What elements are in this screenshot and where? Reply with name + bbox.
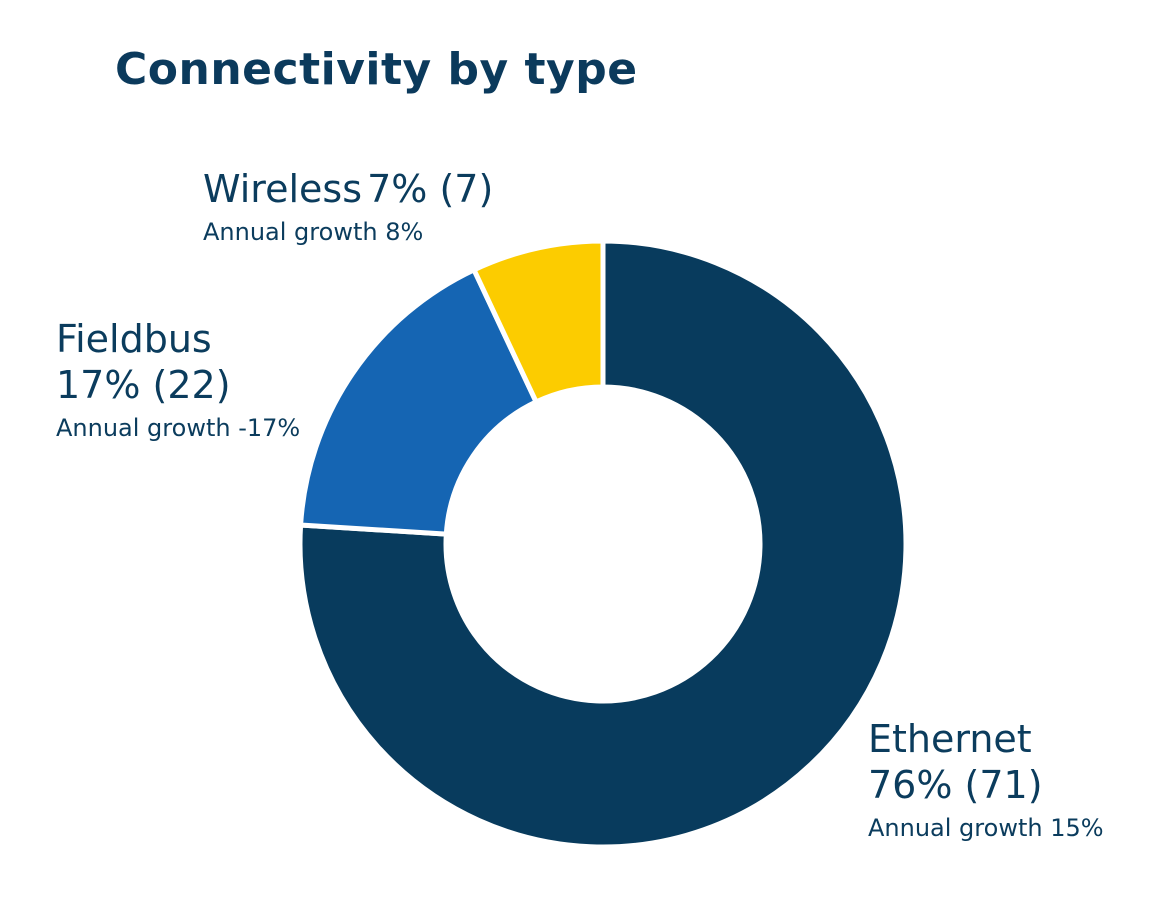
- label-ethernet: Ethernet 76% (71) Annual growth 15%: [868, 716, 1104, 844]
- label-fieldbus: Fieldbus 17% (22) Annual growth -17%: [56, 316, 300, 444]
- ethernet-name: Ethernet: [868, 717, 1032, 761]
- fieldbus-name: Fieldbus: [56, 317, 212, 361]
- fieldbus-growth: Annual growth -17%: [56, 414, 301, 442]
- wireless-growth: Annual growth 8%: [203, 218, 424, 246]
- ethernet-share: 76% (71): [868, 763, 1043, 807]
- wireless-share: 7% (7): [367, 167, 494, 211]
- chart-title: Connectivity by type: [115, 44, 638, 95]
- fieldbus-share: 17% (22): [56, 363, 231, 407]
- ethernet-growth: Annual growth 15%: [868, 814, 1104, 842]
- slice-ethernet: [297, 238, 909, 850]
- wireless-name: Wireless: [203, 167, 362, 211]
- slice-fieldbus: [297, 266, 540, 537]
- slice-wireless: [470, 238, 606, 406]
- label-wireless: Wireless 7% (7) Annual growth 8%: [203, 166, 493, 248]
